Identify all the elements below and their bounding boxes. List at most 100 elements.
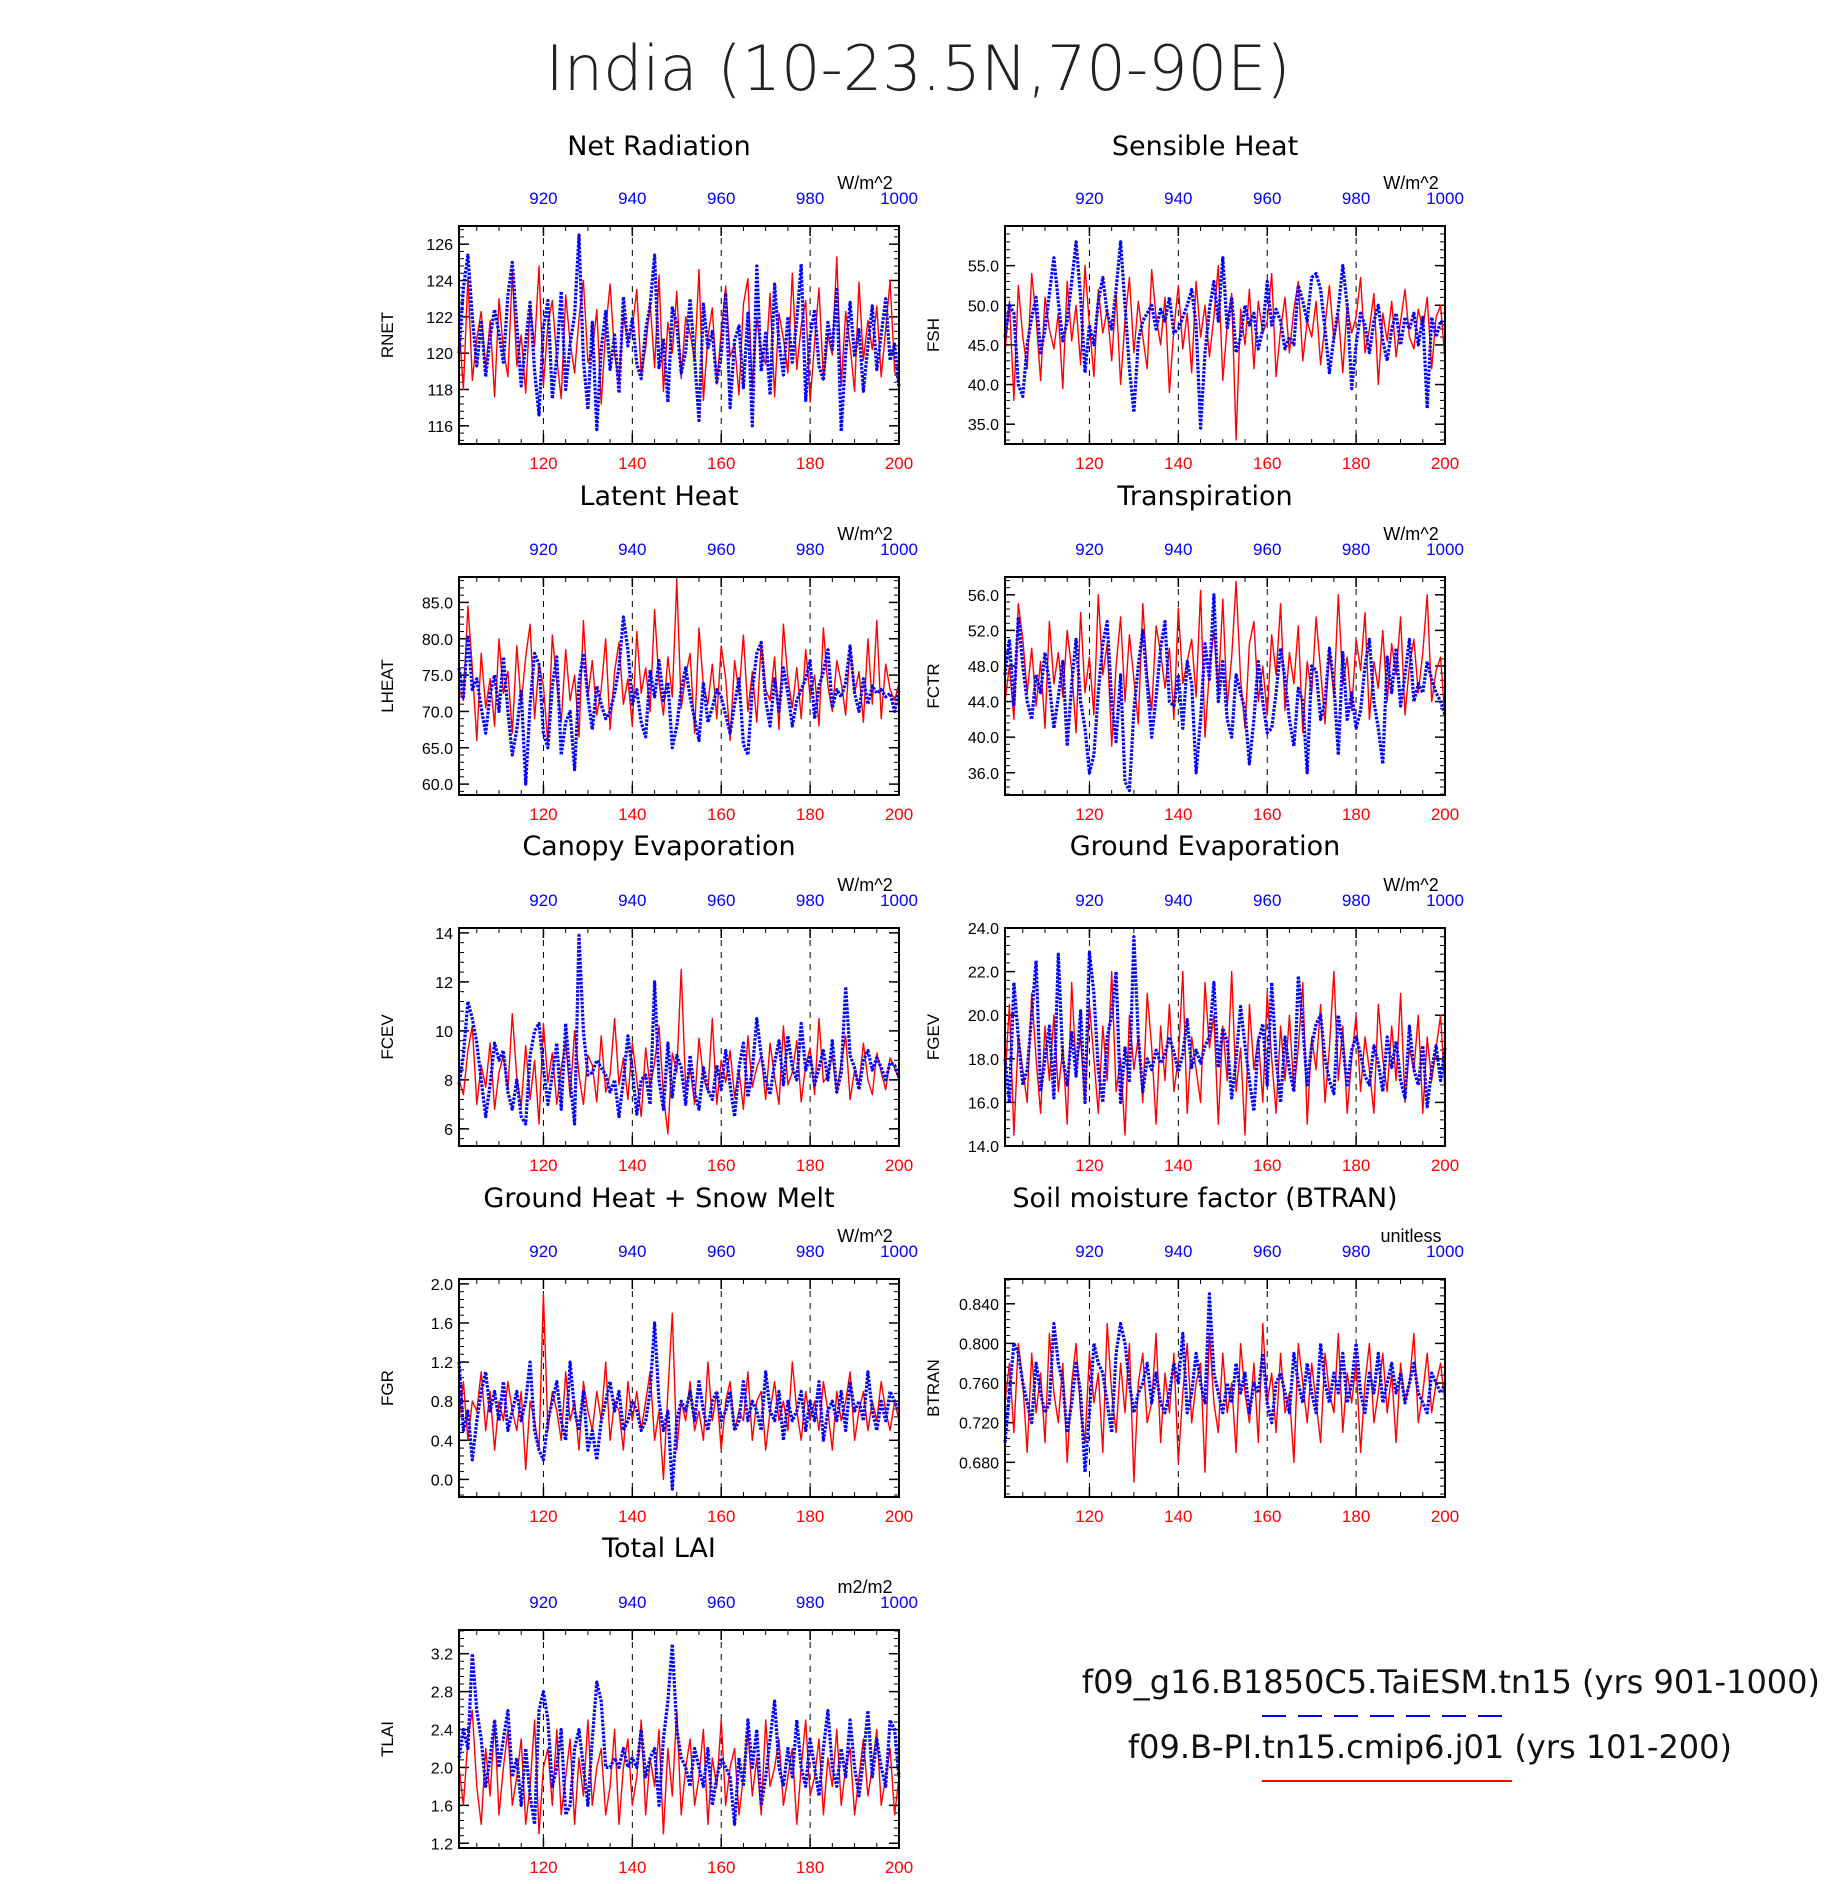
x-tick-label-top: 960 (1253, 189, 1281, 208)
x-tick-label-top: 920 (529, 1593, 557, 1612)
y-tick-label: 14 (435, 926, 453, 943)
series-line-blue (457, 233, 901, 433)
x-tick-label-top: 920 (1075, 540, 1103, 559)
x-tick-label-bottom: 160 (1253, 1156, 1281, 1175)
y-tick-label: 1.2 (431, 1355, 453, 1372)
y-tick-label: 12 (435, 975, 453, 992)
units-label: m2/m2 (837, 1577, 892, 1597)
x-tick-label-bottom: 140 (618, 1507, 646, 1526)
x-tick-label-bottom: 140 (1164, 805, 1192, 824)
x-tick-label-bottom: 200 (885, 1156, 913, 1175)
x-tick-label-top: 1000 (1426, 1242, 1464, 1261)
units-label: unitless (1380, 1226, 1441, 1246)
x-tick-label-bottom: 140 (1164, 454, 1192, 473)
panel-4: Transpiration W/m^2 120 140 160 180 200 920 940 9… (924, 481, 1464, 824)
y-tick-label: 1.2 (431, 1836, 453, 1853)
units-label: W/m^2 (1383, 524, 1438, 544)
y-tick-label: 2.8 (431, 1685, 453, 1702)
y-tick-label: 0.8 (431, 1394, 453, 1411)
x-tick-label-top: 940 (618, 1593, 646, 1612)
series-line-blue (1003, 593, 1447, 793)
x-tick-label-top: 980 (796, 891, 824, 910)
x-tick-label-top: 1000 (1426, 891, 1464, 910)
plot-frame (1004, 1278, 1446, 1498)
y-tick-label: 2.0 (431, 1760, 453, 1777)
x-tick-label-bottom: 120 (1075, 1156, 1103, 1175)
x-tick-label-bottom: 160 (707, 1156, 735, 1175)
series-line-red (458, 1709, 900, 1835)
y-tick-label: 85.0 (422, 595, 453, 612)
plot-frame (458, 225, 900, 445)
y-tick-label: 45.0 (968, 338, 999, 355)
x-tick-label-bottom: 200 (1431, 805, 1459, 824)
x-tick-label-bottom: 120 (1075, 1507, 1103, 1526)
y-tick-label: 8 (444, 1073, 453, 1090)
series-line-blue (1003, 240, 1447, 430)
x-tick-label-top: 920 (529, 189, 557, 208)
x-tick-label-top: 940 (1164, 189, 1192, 208)
x-tick-label-top: 980 (796, 189, 824, 208)
x-tick-label-bottom: 180 (796, 805, 824, 824)
units-label: W/m^2 (837, 875, 892, 895)
series-line-red (458, 1292, 900, 1481)
x-tick-label-top: 920 (529, 540, 557, 559)
x-tick-label-top: 940 (618, 189, 646, 208)
panel-1: Net Radiation W/m^2 120 140 160 180 200 920 940 9… (378, 131, 918, 473)
series-line-blue (1003, 935, 1447, 1113)
panel-9: Total LAI m2/m2 120 140 160 180 200 920 940 960 98… (378, 1533, 918, 1877)
plot-frame (458, 927, 900, 1147)
y-tick-label: 116 (427, 419, 453, 436)
x-tick-label-bottom: 200 (1431, 1507, 1459, 1526)
series-line-red (458, 968, 900, 1135)
y-axis-label: FGEV (924, 1013, 943, 1060)
x-tick-label-bottom: 180 (796, 454, 824, 473)
y-tick-label: 40.0 (968, 378, 999, 395)
y-axis-label: LHEAT (378, 659, 397, 713)
y-tick-label: 0.680 (959, 1455, 999, 1472)
x-tick-label-bottom: 140 (618, 1858, 646, 1877)
x-tick-label-bottom: 120 (529, 1156, 557, 1175)
x-tick-label-top: 920 (529, 1242, 557, 1261)
y-tick-label: 52.0 (968, 623, 999, 640)
x-tick-label-top: 920 (1075, 1242, 1103, 1261)
x-tick-label-top: 940 (618, 1242, 646, 1261)
figure-title: India (10-23.5N,70-90E) (546, 32, 1291, 105)
x-tick-label-bottom: 120 (529, 805, 557, 824)
x-tick-label-bottom: 200 (885, 805, 913, 824)
x-tick-label-top: 980 (1342, 1242, 1370, 1261)
panel-title: Net Radiation (567, 131, 751, 162)
panel-title: Transpiration (1116, 481, 1292, 512)
x-tick-label-bottom: 160 (707, 454, 735, 473)
x-tick-label-bottom: 200 (1431, 1156, 1459, 1175)
x-tick-label-bottom: 120 (529, 454, 557, 473)
x-tick-label-top: 940 (1164, 540, 1192, 559)
x-tick-label-top: 920 (1075, 891, 1103, 910)
legend-label-blue: f09_g16.B1850C5.TaiESM.tn15 (yrs 901-100… (1082, 1663, 1820, 1701)
x-tick-label-bottom: 140 (1164, 1507, 1192, 1526)
x-tick-label-top: 940 (618, 540, 646, 559)
x-tick-label-top: 980 (796, 1593, 824, 1612)
y-tick-label: 55.0 (968, 259, 999, 276)
x-tick-label-top: 960 (1253, 540, 1281, 559)
x-tick-label-bottom: 180 (796, 1507, 824, 1526)
series-line-red (1004, 264, 1446, 441)
y-tick-label: 70.0 (422, 704, 453, 721)
series-line-blue (457, 1642, 901, 1826)
x-tick-label-bottom: 140 (618, 805, 646, 824)
y-axis-label: BTRAN (924, 1359, 943, 1417)
y-tick-label: 22.0 (968, 965, 999, 982)
panel-title: Ground Evaporation (1070, 831, 1341, 862)
x-tick-label-top: 1000 (880, 1242, 918, 1261)
y-axis-label: FGR (378, 1370, 397, 1406)
panel-2: Sensible Heat W/m^2 120 140 160 180 200 920 940 9… (924, 131, 1464, 473)
panel-8: Soil moisture factor (BTRAN) unitless 120 1… (924, 1183, 1464, 1526)
panels-container: Net Radiation W/m^2 120 140 160 180 200 920 940 9… (378, 131, 1464, 1877)
x-tick-label-bottom: 200 (885, 454, 913, 473)
x-tick-label-top: 980 (796, 540, 824, 559)
y-tick-label: 2.0 (431, 1277, 453, 1294)
x-tick-label-top: 980 (796, 1242, 824, 1261)
y-tick-label: 48.0 (968, 659, 999, 676)
x-tick-label-top: 1000 (1426, 540, 1464, 559)
y-tick-label: 36.0 (968, 766, 999, 783)
x-tick-label-top: 920 (529, 891, 557, 910)
